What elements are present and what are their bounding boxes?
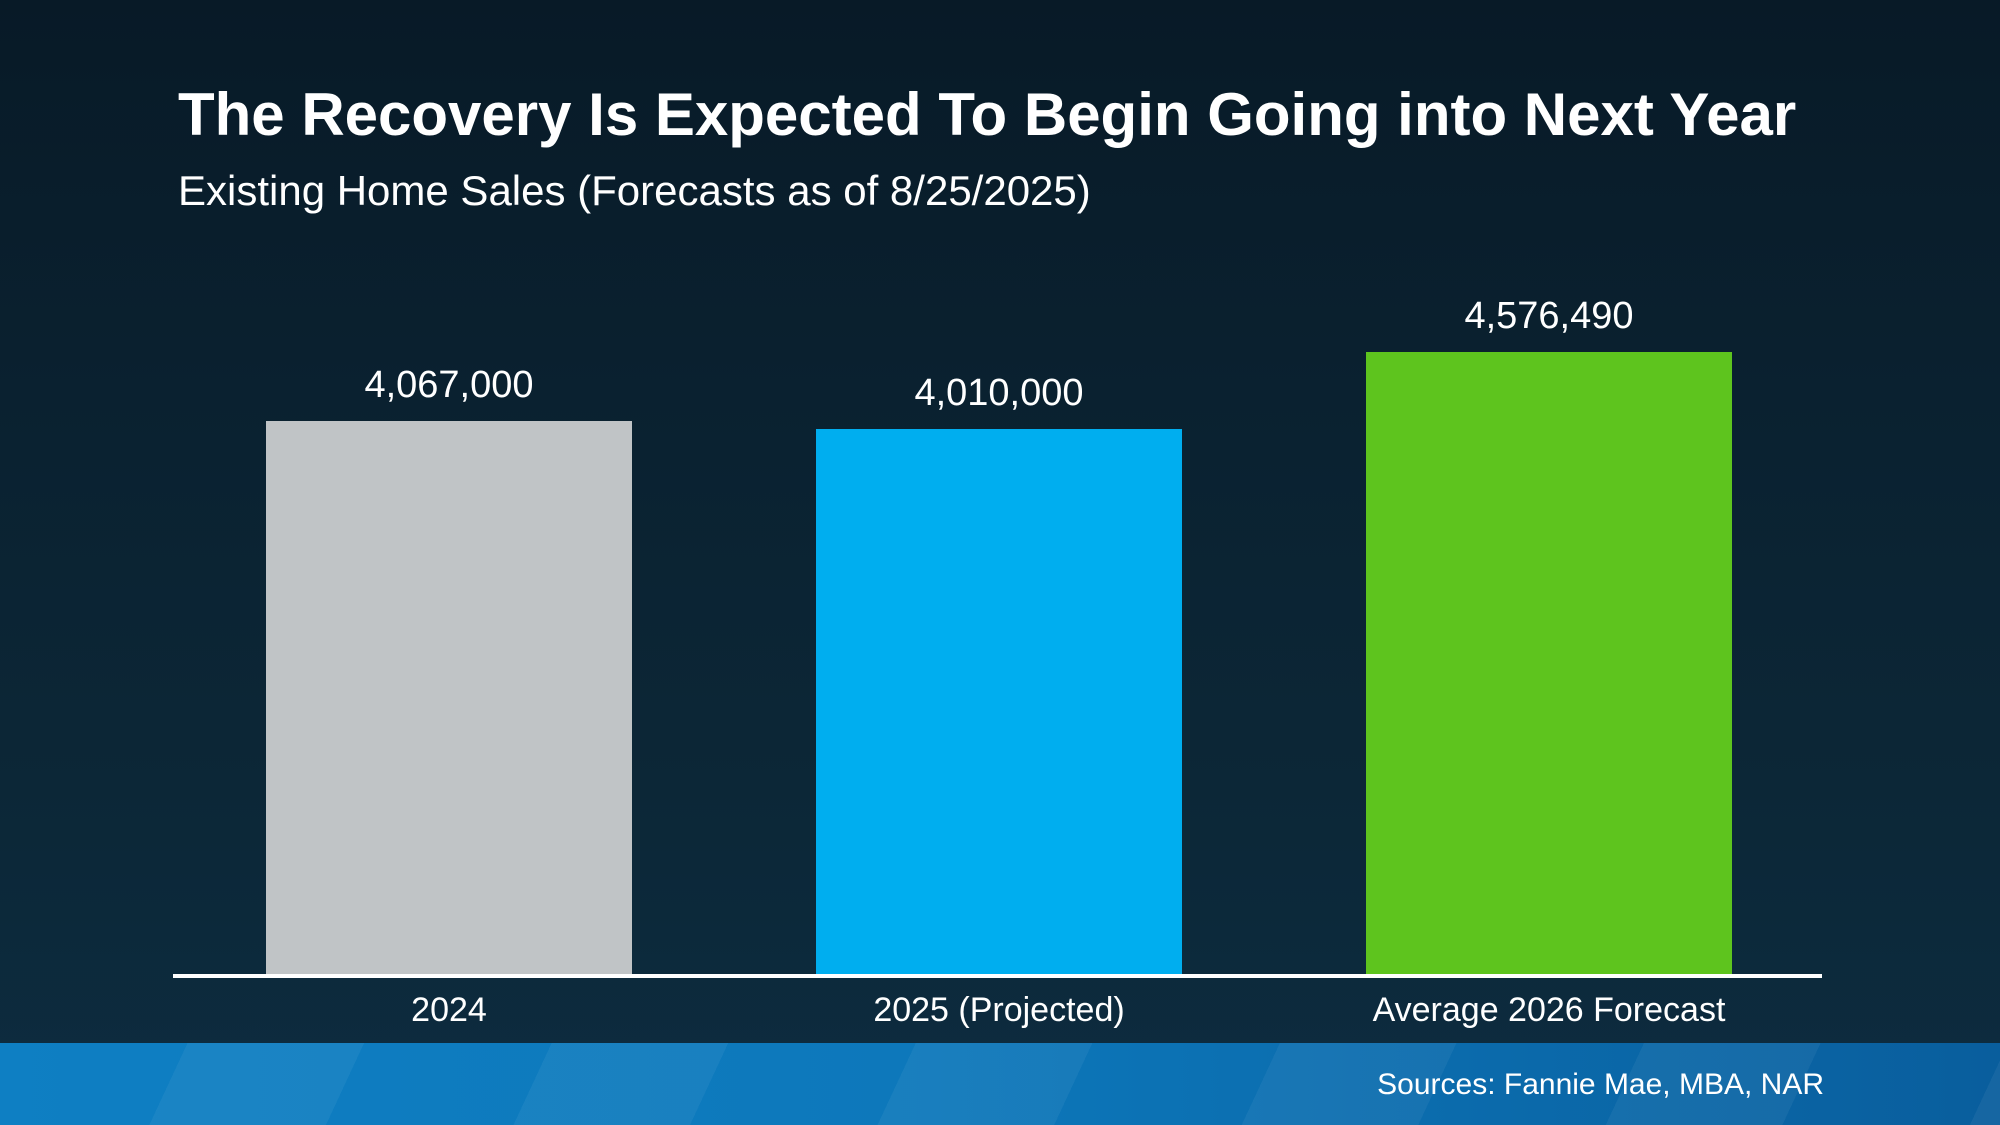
- bar-value-label-2025-projected: 4,010,000: [914, 372, 1084, 414]
- bar-2024: [266, 421, 632, 974]
- slide-title: The Recovery Is Expected To Begin Going …: [178, 81, 1797, 148]
- bar-2025-projected: [816, 429, 1182, 974]
- bar-value-label-2024: 4,067,000: [364, 364, 534, 406]
- x-axis-line: [173, 974, 1822, 978]
- bar-average-2026-forecast: [1366, 352, 1732, 974]
- bar-value-label-average-2026-forecast: 4,576,490: [1464, 295, 1634, 337]
- slide-subtitle: Existing Home Sales (Forecasts as of 8/2…: [178, 167, 1091, 214]
- footer-band: Sources: Fannie Mae, MBA, NAR: [0, 1043, 2000, 1125]
- category-label-2025-projected: 2025 (Projected): [873, 991, 1125, 1029]
- category-label-2024: 2024: [411, 991, 487, 1029]
- sources-text: Sources: Fannie Mae, MBA, NAR: [1377, 1068, 1824, 1101]
- category-label-average-2026-forecast: Average 2026 Forecast: [1372, 991, 1726, 1029]
